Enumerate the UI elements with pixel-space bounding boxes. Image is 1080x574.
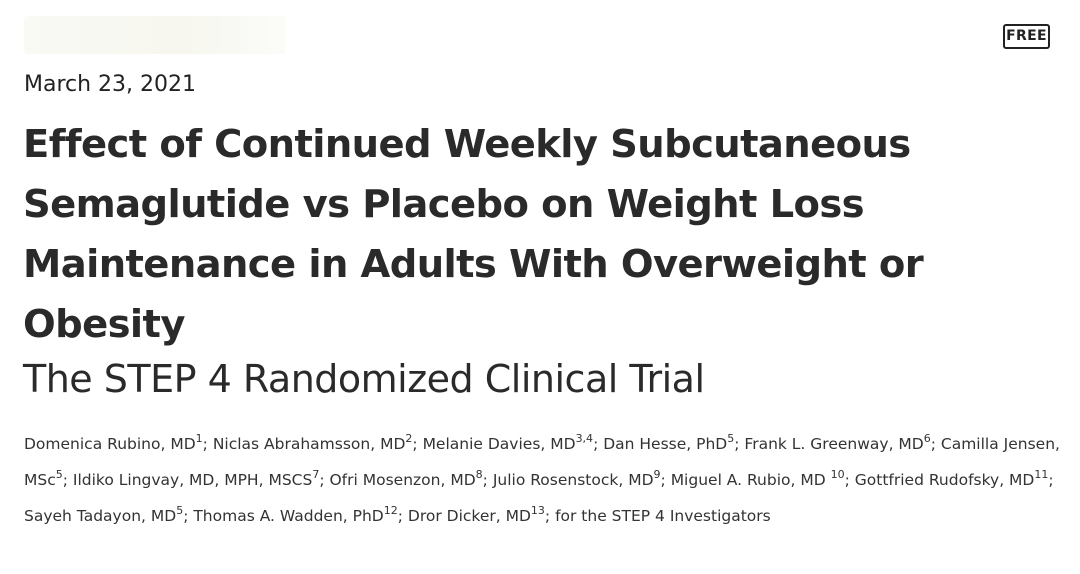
- author-separator: ;: [734, 435, 745, 453]
- author-affiliation: 12: [383, 504, 398, 517]
- author-separator: ;: [62, 471, 73, 489]
- author-name: Sayeh Tadayon, MD: [24, 507, 177, 525]
- publication-date: March 23, 2021: [24, 72, 197, 97]
- author-affiliation: 9: [653, 468, 661, 481]
- author-entry[interactable]: Camilla Jensen, MSc5;: [24, 435, 1060, 489]
- author-separator: ;: [482, 471, 493, 489]
- author-entry[interactable]: Niclas Abrahamsson, MD2;: [212, 432, 423, 453]
- author-list: Domenica Rubino, MD1; Niclas Abrahamsson…: [24, 426, 1064, 534]
- author-affiliation: 3,4: [575, 432, 594, 445]
- author-entry[interactable]: Ofri Mosenzon, MD8;: [329, 468, 493, 489]
- author-affiliation: 6: [923, 432, 931, 445]
- author-name: Thomas A. Wadden, PhD: [193, 507, 384, 525]
- author-affiliation: 5: [727, 432, 735, 445]
- author-entry[interactable]: Ildiko Lingvay, MD, MPH, MSCS7;: [72, 468, 330, 489]
- author-entry[interactable]: Domenica Rubino, MD1;: [24, 432, 213, 453]
- author-name: Dror Dicker, MD: [407, 507, 531, 525]
- author-name: for the STEP 4 Investigators: [555, 507, 771, 525]
- author-entry[interactable]: Frank L. Greenway, MD6;: [744, 432, 941, 453]
- article-subtitle: The STEP 4 Randomized Clinical Trial: [23, 357, 705, 401]
- author-separator: ;: [593, 435, 604, 453]
- author-affiliation: 5: [55, 468, 63, 481]
- author-affiliation: 5: [176, 504, 184, 517]
- article-title: Effect of Continued Weekly Subcutaneous …: [23, 122, 924, 347]
- author-name: Melanie Davies, MD: [422, 435, 576, 453]
- author-entry[interactable]: Dror Dicker, MD13;: [407, 504, 556, 525]
- author-affiliation: 7: [312, 468, 320, 481]
- author-entry[interactable]: Dan Hesse, PhD5;: [603, 432, 745, 453]
- author-name: Domenica Rubino, MD: [24, 435, 196, 453]
- author-entry[interactable]: for the STEP 4 Investigators: [555, 507, 771, 525]
- author-affiliation: 1: [195, 432, 203, 445]
- author-separator: ;: [1048, 471, 1054, 489]
- author-entry[interactable]: Sayeh Tadayon, MD5;: [24, 504, 194, 525]
- author-name: Miguel A. Rubio, MD: [670, 471, 831, 489]
- author-name: Frank L. Greenway, MD: [744, 435, 924, 453]
- author-entry[interactable]: Thomas A. Wadden, PhD12;: [193, 504, 408, 525]
- author-name: Dan Hesse, PhD: [603, 435, 728, 453]
- author-name: Camilla Jensen, MSc: [24, 435, 1060, 489]
- author-separator: ;: [319, 471, 330, 489]
- author-separator: ;: [844, 471, 855, 489]
- journal-logo[interactable]: [24, 16, 286, 54]
- free-access-badge: FREE: [1003, 24, 1050, 49]
- author-entry[interactable]: Miguel A. Rubio, MD 10;: [670, 468, 855, 489]
- author-separator: ;: [412, 435, 423, 453]
- author-name: Ildiko Lingvay, MD, MPH, MSCS: [72, 471, 313, 489]
- author-name: Julio Rosenstock, MD: [492, 471, 654, 489]
- author-entry[interactable]: Julio Rosenstock, MD9;: [492, 468, 671, 489]
- author-separator: ;: [660, 471, 671, 489]
- author-separator: ;: [202, 435, 213, 453]
- author-affiliation: 8: [475, 468, 483, 481]
- author-separator: ;: [930, 435, 941, 453]
- author-name: Niclas Abrahamsson, MD: [212, 435, 406, 453]
- author-separator: ;: [183, 507, 194, 525]
- author-entry[interactable]: Gottfried Rudofsky, MD11;: [854, 468, 1054, 489]
- author-entry[interactable]: Melanie Davies, MD3,4;: [422, 432, 604, 453]
- author-name: Ofri Mosenzon, MD: [329, 471, 476, 489]
- author-separator: ;: [544, 507, 556, 525]
- author-separator: ;: [397, 507, 408, 525]
- author-affiliation: 11: [1034, 468, 1049, 481]
- author-affiliation: 10: [830, 468, 845, 481]
- author-affiliation: 13: [530, 504, 545, 517]
- author-affiliation: 2: [405, 432, 413, 445]
- author-name: Gottfried Rudofsky, MD: [854, 471, 1035, 489]
